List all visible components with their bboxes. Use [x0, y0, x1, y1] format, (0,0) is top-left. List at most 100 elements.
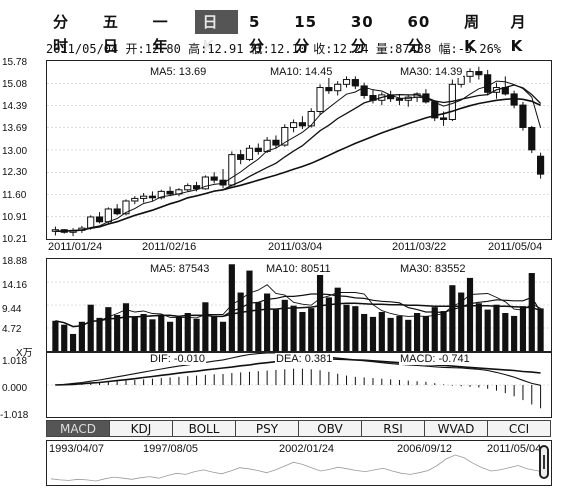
candle-down [537, 155, 545, 175]
tab-15min[interactable]: 15分 [294, 13, 318, 55]
tab-boll[interactable]: BOLL [173, 420, 236, 437]
volume-bar [511, 315, 518, 351]
tab-30min[interactable]: 30分 [350, 13, 374, 55]
candle-down [484, 74, 492, 93]
volume-y-tick: 14.16 [2, 280, 28, 291]
volume-bar [175, 316, 182, 351]
tab-intraday[interactable]: 分时 [53, 13, 70, 55]
candle-down [254, 147, 262, 152]
candle-up [307, 110, 315, 127]
volume-bar [140, 313, 147, 351]
price-y-tick: 14.39 [2, 101, 28, 112]
candle-down [113, 208, 121, 215]
volume-bar [537, 308, 544, 351]
tab-rsi[interactable]: RSI [362, 420, 425, 437]
candle-down [519, 104, 527, 128]
candle-down [360, 85, 368, 97]
candle-down [528, 126, 536, 151]
macd-chart-panel[interactable]: DIF: -0.010 DEA: 0.381 MACD: -0.741 [46, 352, 552, 418]
volume-bar [484, 309, 491, 351]
price-chart-panel[interactable]: MA5: 13.69 MA10: 14.45 MA30: 14.39 [46, 60, 552, 240]
indicator-tab-bar: MACD KDJ BOLL PSY OBV RSI WVAD CCI [46, 420, 551, 437]
volume-bar [325, 297, 332, 351]
volume-bar [361, 313, 368, 351]
volume-y-tick: 4.72 [2, 324, 22, 335]
tab-5min[interactable]: 5分 [248, 13, 265, 55]
volume-bar [466, 277, 474, 351]
price-legend-ma10: MA10: 14.45 [269, 66, 334, 78]
volume-bar [475, 303, 482, 351]
overview-x-tick: 2006/09/12 [397, 443, 453, 455]
candle-up [122, 200, 130, 215]
macd-y-tick: 0.000 [2, 383, 28, 394]
close-value: 12.24 [332, 42, 369, 56]
handle-grip-icon [543, 455, 545, 469]
volume-bar [396, 315, 403, 351]
volume-bar [131, 316, 138, 351]
tab-one-year[interactable]: 一年 [152, 13, 169, 55]
tab-weekly-k[interactable]: 周K [464, 13, 481, 55]
price-y-tick: 13.69 [2, 123, 28, 134]
volume-bar [61, 324, 68, 351]
candle-up [342, 79, 351, 85]
volume-bar [184, 312, 191, 351]
volume-bar [378, 312, 385, 351]
volume-y-tick: 9.44 [2, 304, 22, 315]
volume-y-axis: 18.88 14.16 9.44 4.72 X万 [0, 256, 44, 359]
macd-legend-dif: DIF: -0.010 [149, 353, 207, 365]
volume-bar [237, 292, 244, 351]
tab-cci[interactable]: CCI [488, 420, 551, 437]
candle-up [140, 195, 148, 199]
volume-bar [219, 321, 227, 351]
high-label: 高: [188, 42, 208, 56]
volume-bar [493, 304, 500, 351]
volume-bar [316, 265, 324, 351]
candle-up [245, 147, 254, 160]
volume-legend-ma30: MA30: 83552 [399, 263, 467, 275]
price-x-tick: 2011/03/22 [392, 241, 447, 253]
price-y-tick: 10.21 [2, 234, 28, 245]
low-label: 低: [250, 42, 270, 56]
volume-bar [352, 306, 359, 351]
tab-daily-k[interactable]: 日K [195, 10, 238, 55]
tab-monthly-k[interactable]: 月K [510, 13, 527, 55]
candle-up [316, 87, 324, 112]
volume-chart-panel[interactable]: MA5: 87543 MA10: 80511 MA30: 83552 [46, 258, 552, 352]
tab-obv[interactable]: OBV [299, 420, 362, 437]
price-x-tick: 2011/03/04 [268, 241, 323, 253]
volume-bar [96, 317, 103, 351]
tab-wvad[interactable]: WVAD [425, 420, 488, 437]
candle-down [325, 87, 333, 92]
volume-bar [281, 299, 288, 351]
price-y-tick: 13.00 [2, 146, 28, 157]
volume-ma30-line [55, 302, 541, 328]
overview-history-line [50, 454, 546, 482]
volume-bar [272, 309, 280, 351]
volume-bar [519, 306, 527, 351]
candle-down [395, 98, 404, 101]
tab-five-day[interactable]: 五日 [102, 13, 119, 55]
volume-bar [502, 312, 509, 351]
volume-bar [149, 319, 156, 351]
price-legend-ma5: MA5: 13.69 [149, 66, 208, 78]
tab-kdj[interactable]: KDJ [110, 420, 173, 437]
volume-bar [290, 305, 297, 351]
period-tab-bar: 分时 五日 一年 日K 5分 15分 30分 60分 周K 月K [46, 8, 550, 55]
price-ma5-line [55, 80, 542, 232]
open-label: 开: [125, 42, 145, 56]
macd-legend-macd: MACD: -0.741 [399, 353, 471, 365]
volume-bar [69, 333, 77, 351]
tab-psy[interactable]: PSY [236, 420, 299, 437]
volume-bar [264, 293, 271, 351]
price-y-tick: 11.60 [2, 190, 27, 201]
candle-up [104, 208, 112, 223]
overview-navigator[interactable]: 1993/04/07 1997/08/05 2002/01/24 2006/09… [46, 440, 552, 486]
tab-60min[interactable]: 60分 [407, 13, 431, 55]
tab-macd[interactable]: MACD [47, 420, 110, 437]
candle-up [157, 190, 165, 199]
price-x-tick: 2011/02/16 [142, 241, 197, 253]
candle-down [148, 195, 157, 199]
range-slider-handle[interactable] [539, 445, 549, 479]
volume-bar [431, 307, 438, 351]
candle-down [210, 176, 218, 181]
